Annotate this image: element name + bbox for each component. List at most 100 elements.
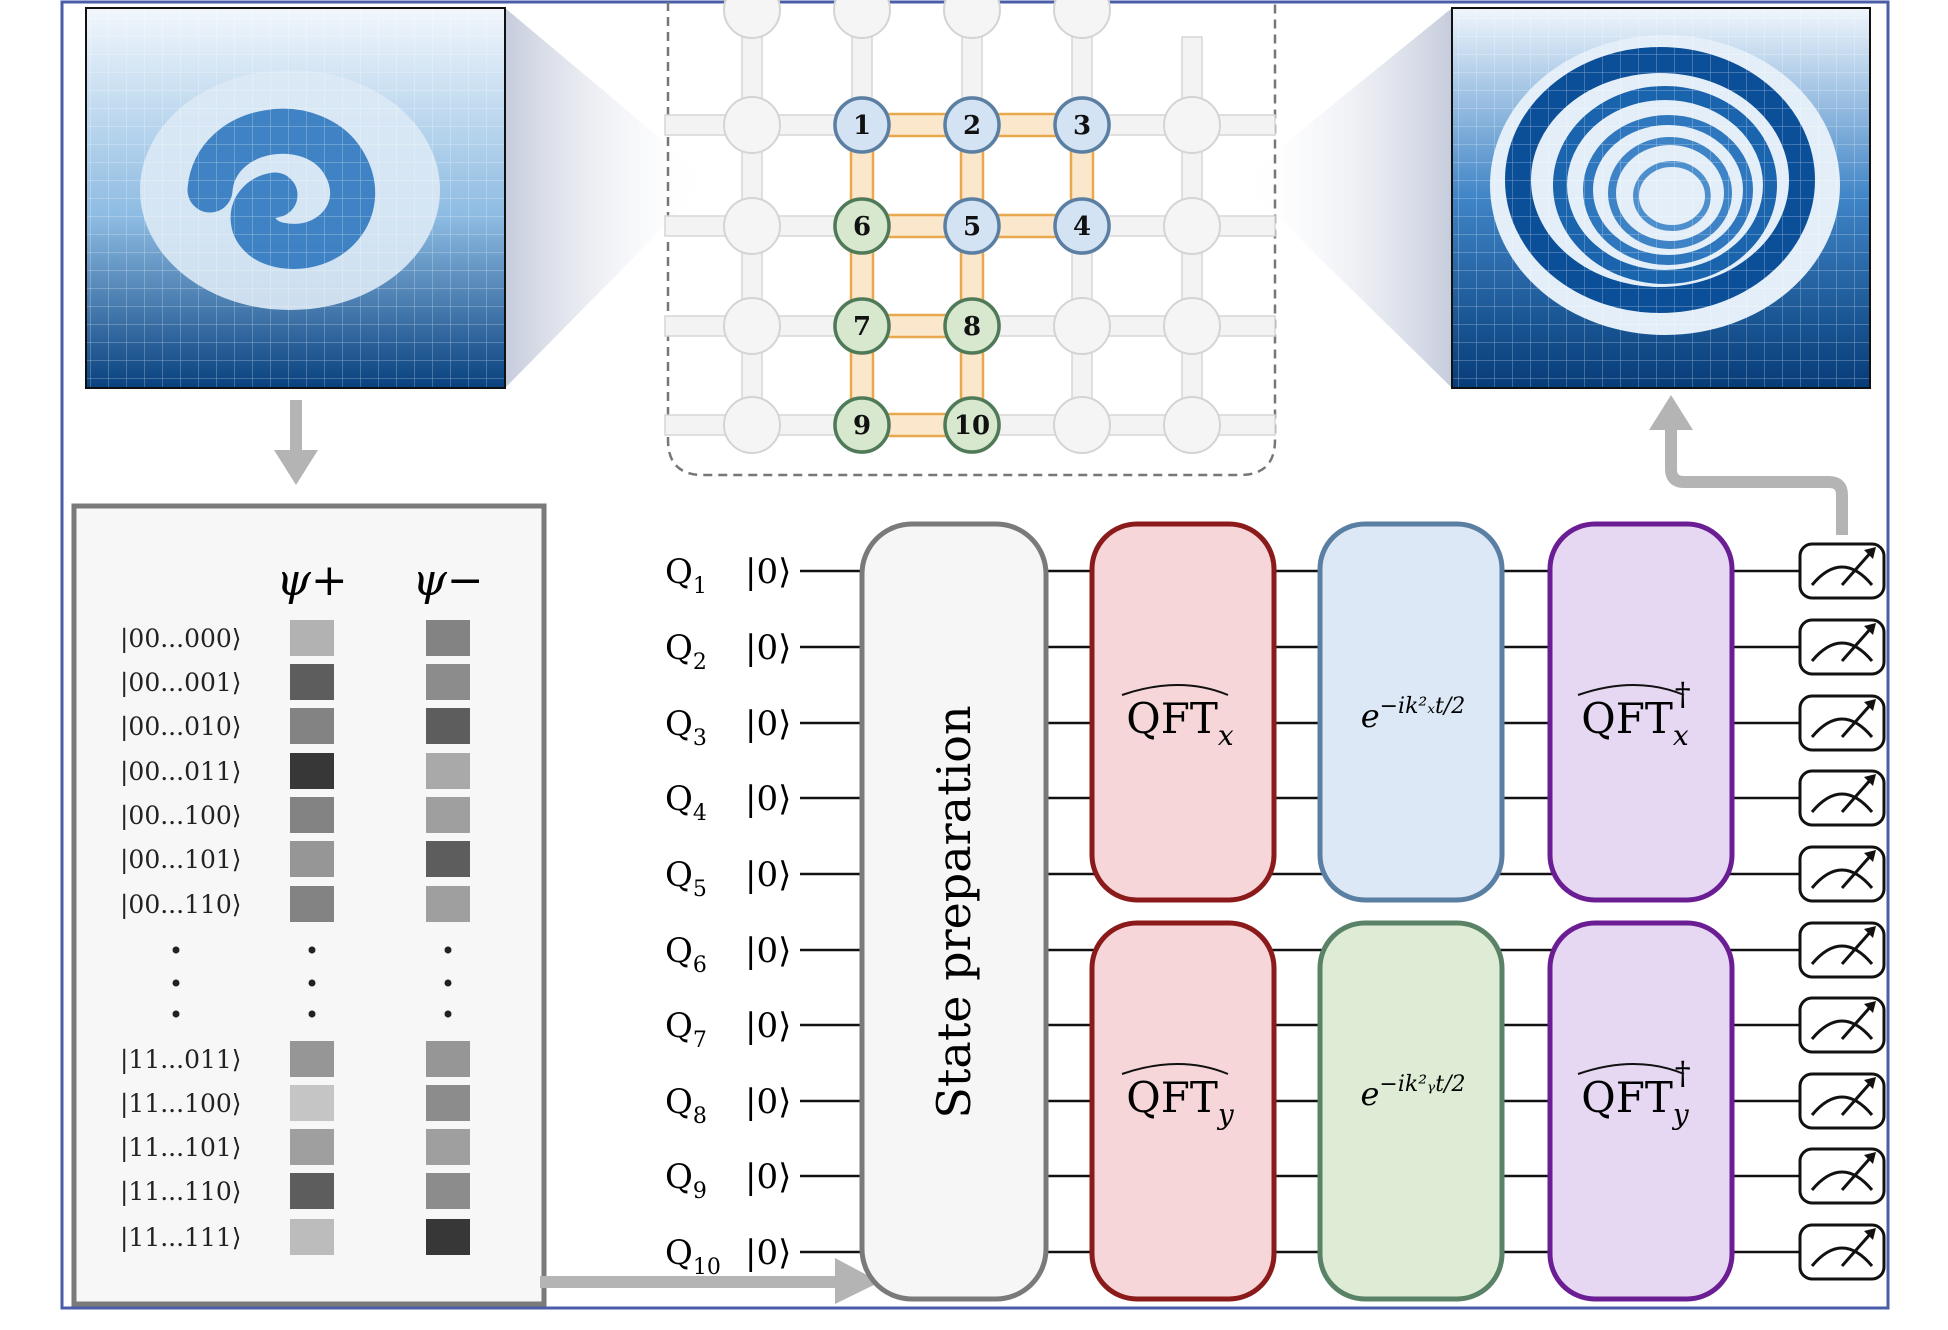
psi-minus-cell	[426, 841, 470, 877]
qubit-node-label: 8	[963, 312, 981, 342]
meter-needle-tip	[1864, 1228, 1876, 1240]
initial-ket: |0⟩	[745, 1082, 791, 1122]
psi-plus-cell	[290, 664, 334, 700]
meter-arc	[1810, 1019, 1874, 1040]
basis-state-label: |00...101⟩	[120, 845, 242, 875]
meter-box	[1798, 542, 1886, 600]
lattice-coupler-active	[849, 248, 875, 304]
zoom-wedge-right	[1240, 8, 1452, 388]
psi-plus-cell	[290, 1085, 334, 1121]
meter-needle-tip	[1864, 926, 1876, 938]
gate-base: e	[1361, 697, 1380, 735]
meter-arc	[1810, 1170, 1874, 1191]
lattice-site	[1163, 96, 1221, 154]
lattice-coupler	[1071, 347, 1093, 404]
lattice-coupler-active	[959, 248, 985, 304]
lattice-coupler	[776, 315, 838, 337]
meter-needle	[1840, 1231, 1874, 1267]
qubit-index: 6	[693, 953, 707, 978]
lattice-coupler	[1216, 114, 1276, 136]
qubit-letter: Q	[665, 628, 693, 668]
meter-box	[1798, 1072, 1886, 1130]
meter-needle	[1840, 626, 1874, 662]
qubit-label: Q1	[665, 552, 707, 599]
lattice-coupler	[664, 114, 728, 136]
inverse-qft-y-gate	[1547, 920, 1735, 1302]
gate-exponent: −ik²ᵧt/2	[1379, 1072, 1465, 1097]
qubit-letter: Q	[665, 1006, 693, 1046]
arrow-image-to-table	[274, 400, 318, 485]
evolution-x-gate	[1317, 521, 1505, 903]
lattice-site	[1163, 396, 1221, 454]
measurement-icon	[1798, 542, 1886, 600]
qubit-label: Q3	[665, 704, 707, 751]
meter-needle-tip	[1864, 1077, 1876, 1089]
qubit-node-label: 7	[853, 312, 871, 342]
gate-name: QFT	[1126, 1073, 1218, 1122]
lattice-coupler	[1071, 247, 1093, 305]
qubit-letter: Q	[665, 552, 693, 592]
meter-needle-tip	[1864, 850, 1876, 862]
psi-minus-cell	[426, 753, 470, 789]
qft-y-gate	[1089, 920, 1277, 1302]
meter-arc	[1810, 641, 1874, 662]
lattice-coupler-active	[849, 348, 875, 403]
qubit-node-label: 1	[853, 111, 871, 141]
lattice-coupler	[741, 247, 763, 305]
lattice-site	[723, 396, 781, 454]
qubit-letter: Q	[665, 779, 693, 819]
lattice-coupler	[776, 114, 838, 136]
initial-ket: |0⟩	[745, 552, 791, 592]
meter-arc	[1810, 565, 1874, 586]
lattice-coupler-active	[884, 313, 950, 339]
evolution-x-label: e−ik²ₓt/2	[1361, 694, 1466, 735]
ellipsis-dot	[308, 1010, 316, 1018]
qft-x-gate	[1089, 521, 1277, 903]
ellipsis-dot	[172, 946, 180, 954]
psi-plus-cell	[290, 1173, 334, 1209]
measurement-icon	[1798, 845, 1886, 903]
meter-needle-tip	[1864, 1001, 1876, 1013]
lattice-site	[1053, 0, 1111, 39]
meter-needle-tip	[1864, 699, 1876, 711]
meter-arc	[1810, 944, 1874, 965]
lattice-coupler	[1106, 215, 1168, 237]
arrow-measure-to-image	[1649, 395, 1848, 535]
quantum-circuit: Q1 |0⟩Q2 |0⟩Q3 |0⟩Q4 |0⟩Q5 |0⟩Q6 |0⟩Q7 |0⟩Q8 |0⟩…	[665, 521, 1886, 1302]
psi-minus-cell	[426, 620, 470, 656]
qft-x-label: QFTx	[1126, 694, 1234, 752]
lattice-site	[1053, 297, 1111, 355]
initial-ket: |0⟩	[745, 1233, 791, 1273]
psi-minus-cell	[426, 1219, 470, 1255]
psi-plus-cell	[290, 708, 334, 744]
initial-ket: |0⟩	[745, 1157, 791, 1197]
gate-subscript: y	[1671, 1098, 1690, 1131]
initial-ket: |0⟩	[745, 855, 791, 895]
measurement-icon	[1798, 1072, 1886, 1130]
basis-state-label: |00...110⟩	[120, 890, 242, 920]
measurement-icon	[1798, 1147, 1886, 1205]
psi-plus-cell	[290, 1129, 334, 1165]
initial-ket: |0⟩	[745, 1006, 791, 1046]
gate-subscript: x	[1673, 719, 1689, 752]
arrow-table-to-circuit	[540, 1258, 880, 1304]
meter-box	[1798, 769, 1886, 827]
qubit-index: 4	[693, 801, 707, 826]
basis-state-label: |11...101⟩	[120, 1133, 242, 1163]
lattice-coupler	[664, 315, 728, 337]
qubit-index: 5	[693, 877, 707, 902]
qubit-node	[1053, 96, 1111, 154]
qubit-label: Q5	[665, 855, 707, 902]
meter-arc	[1810, 717, 1874, 738]
psi-minus-cell	[426, 1129, 470, 1165]
gate-name: QFT	[1581, 694, 1673, 743]
lattice-coupler	[961, 36, 983, 104]
lattice-coupler-active	[959, 348, 985, 403]
psi-minus-cell	[426, 886, 470, 922]
amplitude-table-panel: ψ+ ψ− |00...000⟩ |00...001⟩ |00...010⟩ |00..…	[71, 503, 547, 1307]
meter-arc	[1810, 792, 1874, 813]
qubit-letter: Q	[665, 855, 693, 895]
meter-needle-tip	[1864, 547, 1876, 559]
lattice-coupler	[741, 146, 763, 205]
meter-needle-tip	[1864, 1152, 1876, 1164]
